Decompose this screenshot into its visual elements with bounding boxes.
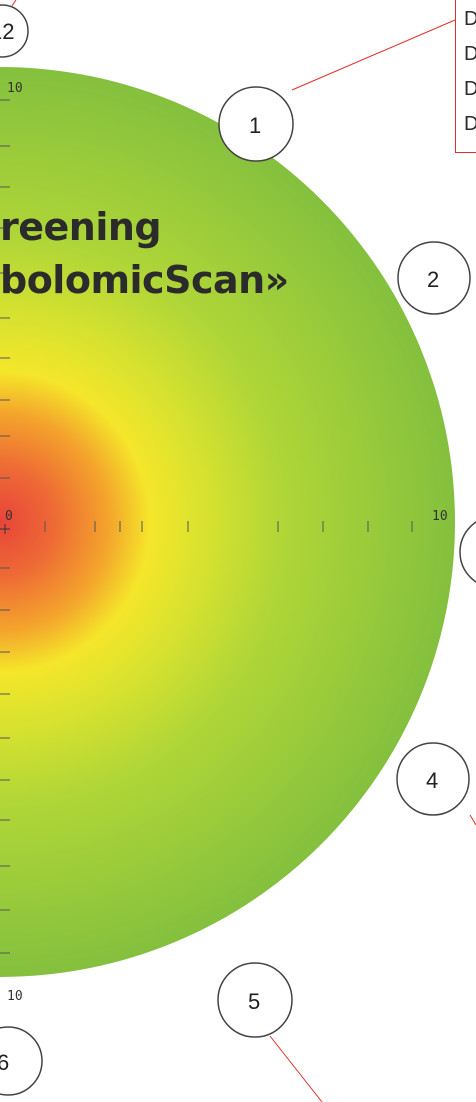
marker-4[interactable]: 4 (396, 742, 470, 816)
legend-item: D (464, 8, 476, 30)
page-title-line-1: reening (0, 205, 162, 249)
legend-box: D D D D (455, 0, 476, 153)
marker-2[interactable]: 2 (397, 241, 471, 315)
horizontal-axis-ticks (44, 521, 413, 532)
axis-bottom-label: 10 (7, 989, 23, 1004)
marker-6[interactable]: 6 (0, 1026, 43, 1096)
svg-text:1: 1 (249, 113, 261, 138)
marker-3[interactable] (459, 516, 476, 588)
svg-text:2: 2 (427, 267, 439, 292)
marker-5[interactable]: 5 (217, 962, 293, 1038)
svg-text:12: 12 (0, 19, 14, 44)
heat-disc (0, 67, 455, 977)
center-cross (0, 524, 10, 534)
page-title-line-2: bolomicScan» (0, 258, 289, 302)
axis-center-label: 0 (5, 509, 13, 524)
legend-item: D (464, 43, 476, 65)
marker-12[interactable]: 12 (0, 4, 29, 58)
svg-text:6: 6 (0, 1050, 9, 1075)
svg-text:5: 5 (248, 989, 260, 1014)
marker-1[interactable]: 1 (218, 86, 294, 162)
axis-top-label: 10 (7, 81, 23, 96)
legend-item: D (464, 78, 476, 100)
svg-text:4: 4 (426, 768, 438, 793)
legend-item: D (464, 113, 476, 135)
vertical-axis-ticks (0, 99, 10, 954)
leader-lines (7, 0, 476, 1102)
axis-right-label: 10 (432, 509, 448, 524)
